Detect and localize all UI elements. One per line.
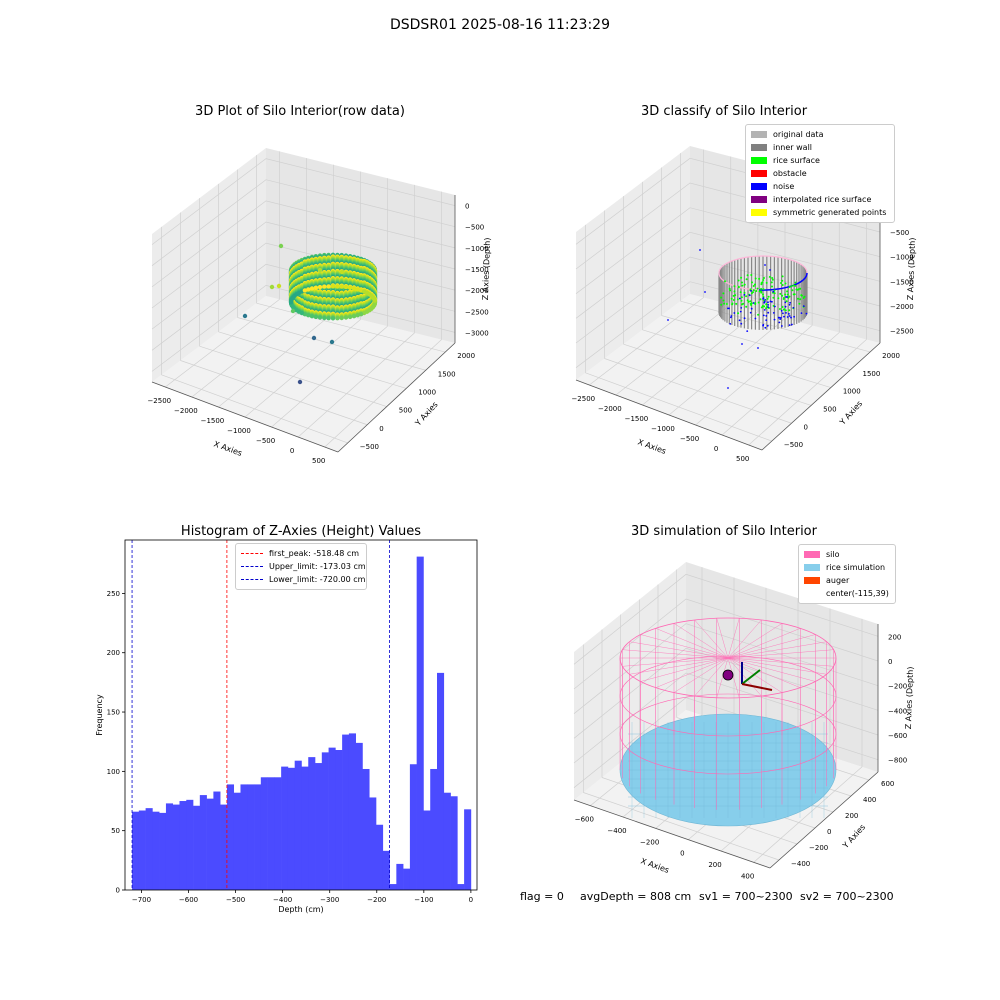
plot4-z-tick-label: 0 xyxy=(888,658,892,666)
plot1-x-gridline xyxy=(271,325,388,428)
plot4-y-axis-label: Y Axies xyxy=(840,823,867,851)
plot4-z-tick-label: 200 xyxy=(888,633,901,641)
plot1-y-tick-label: 1000 xyxy=(418,388,436,396)
plot1-point-cloud xyxy=(242,243,378,385)
plot4-legend-item: auger xyxy=(804,574,890,587)
plot1-y-tick-label: 0 xyxy=(379,425,383,433)
figure-title: DSDSR01 2025-08-16 11:23:29 xyxy=(389,17,610,33)
plot4-y-tick-label: −400 xyxy=(791,860,810,868)
plot1-y-tick-label: −500 xyxy=(360,443,379,451)
plot1-x-tick-label: 500 xyxy=(312,457,325,465)
plot1-z-tick-label: −2000 xyxy=(465,287,489,295)
plot1-x-tick-label: 0 xyxy=(290,447,294,455)
plot1-z-tick-label: −3000 xyxy=(465,329,489,337)
plot4-y-tick-label: 600 xyxy=(881,780,894,788)
sv1-text: sv1 = 700~2300 xyxy=(699,890,793,903)
plot4-legend-swatch xyxy=(804,564,820,571)
plot4-y-tick-label: −200 xyxy=(809,844,828,852)
plot1-y-gridline xyxy=(161,374,348,444)
plot1-y-tick-label: 1500 xyxy=(438,370,456,378)
plot1-y-gridline xyxy=(218,331,407,389)
plot4-legend-label: auger xyxy=(826,576,850,585)
plot1-z-axis-label: Z Axies (Depth) xyxy=(481,237,492,300)
plot1-x-tick-label: −1500 xyxy=(201,417,225,425)
plot4-legend-item: silo xyxy=(804,548,890,561)
plot1-x-gridline xyxy=(191,305,307,398)
plot4-legend-item: center(-115,39) xyxy=(804,587,890,600)
plot1-x-tick-label: −500 xyxy=(256,437,275,445)
plot4-center-marker xyxy=(722,669,734,681)
plot1-z-gridline xyxy=(151,221,456,309)
plot1-z-gridline xyxy=(151,285,456,372)
plot1-axes-box: −2500−2000−1500−1000−5000500−50005001000… xyxy=(147,148,492,465)
plot1-z-tick-label: −500 xyxy=(465,224,484,232)
plot1-z-tick-label: −1000 xyxy=(465,245,489,253)
plot1-z-tick-label: −2500 xyxy=(465,308,489,316)
plot4-x-tick-label: 400 xyxy=(741,872,754,880)
plot4-x-tick-label: −200 xyxy=(640,838,659,846)
plot1-y-gridline xyxy=(180,360,368,426)
plot1-x-gridline xyxy=(244,319,361,418)
plot4-z-tick-label: −600 xyxy=(888,732,907,740)
plot4-legend-swatch xyxy=(804,577,820,584)
plot1-z-gridline xyxy=(151,263,456,351)
plot4-legend-label: center(-115,39) xyxy=(826,589,889,598)
plot4-x-tick-label: −600 xyxy=(575,816,594,824)
flag-text: flag = 0 xyxy=(520,890,564,903)
plot1-y-tick-label: 2000 xyxy=(457,352,475,360)
plot4-z-axis-label: Z Axies (Depth) xyxy=(904,666,915,729)
plot4-x-tick-label: −400 xyxy=(607,827,626,835)
sv2-text: sv2 = 700~2300 xyxy=(800,890,894,903)
plot4-y-tick-label: 200 xyxy=(845,812,858,820)
plot1-title: 3D Plot of Silo Interior(row data) xyxy=(195,104,405,119)
plot4-legend-label: rice simulation xyxy=(826,563,886,572)
plot1-z-gridline xyxy=(151,242,456,330)
plot1-x-tick-label: −2500 xyxy=(147,397,171,405)
plot1-y-tick-label: 500 xyxy=(399,407,412,415)
plot1-y-gridline xyxy=(256,302,446,353)
plot1-x-tick-label: −2000 xyxy=(174,407,198,415)
plot4-legend-swatch xyxy=(804,551,820,558)
plot4-y-tick-label: 400 xyxy=(863,796,876,804)
plot1-y-gridline xyxy=(199,345,387,407)
plot4-y-tick-label: 0 xyxy=(827,828,831,836)
plot1-x-tick-label: −1000 xyxy=(227,427,251,435)
plot1-x-gridline xyxy=(218,312,334,408)
plot4-x-tick-label: 200 xyxy=(708,861,721,869)
plot1-x-axis-line xyxy=(151,381,339,453)
plot4-z-tick-label: −800 xyxy=(888,757,907,765)
plot4-x-axis-label: X Axies xyxy=(639,856,670,875)
plot1-x-gridline xyxy=(324,339,442,448)
plot4-x-tick-label: 0 xyxy=(680,850,684,858)
plot4-legend: silo rice simulation auger center(-115,39) xyxy=(798,544,896,604)
plot4-legend-label: silo xyxy=(826,550,840,559)
plot1-x-gridline xyxy=(165,299,280,388)
avg-depth-text: avgDepth = 808 cm xyxy=(580,890,692,903)
plot1-z-gridline xyxy=(151,179,456,266)
plot1-z-gridline xyxy=(151,158,456,245)
plot1-z-tick-label: 0 xyxy=(465,203,469,211)
plot4-legend-item: rice simulation xyxy=(804,561,890,574)
plot1-z-gridline xyxy=(151,200,456,288)
plot1-x-gridline xyxy=(297,332,415,438)
plot4-legend-swatch xyxy=(804,590,820,597)
plot1-y-axis-line xyxy=(337,342,456,453)
plot1-z-tick-label: −1500 xyxy=(465,266,489,274)
